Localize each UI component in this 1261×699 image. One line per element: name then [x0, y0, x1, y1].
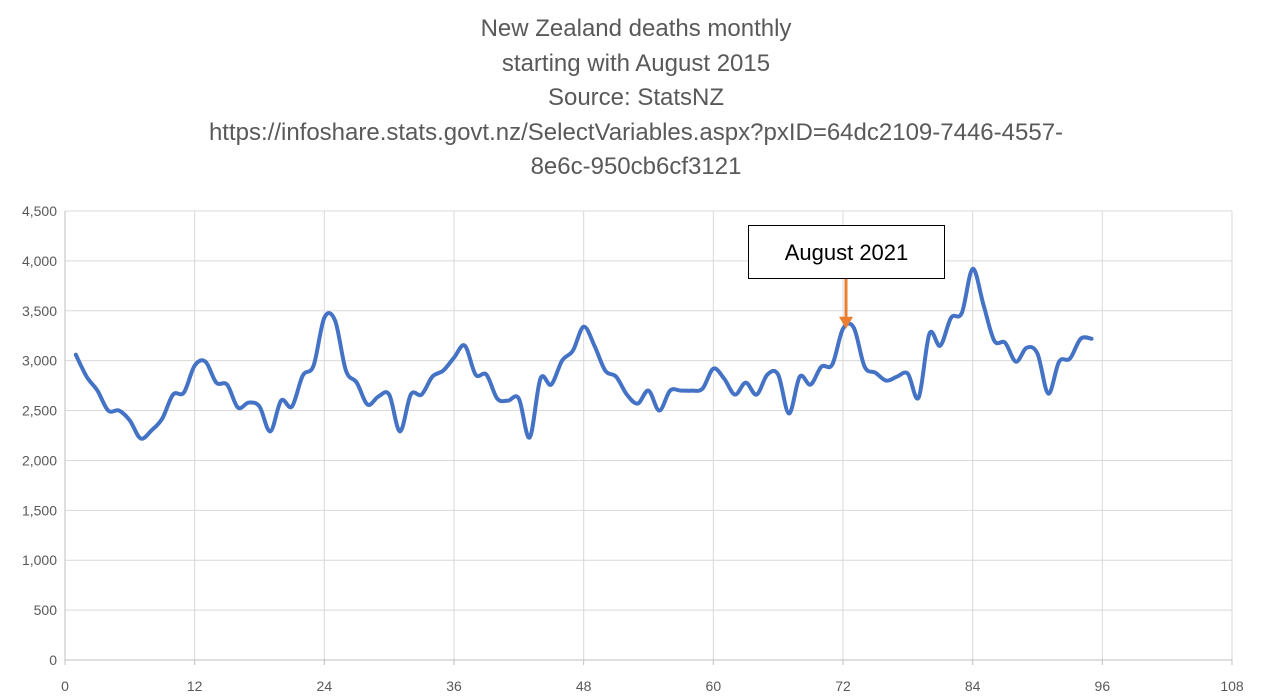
series-line	[73, 266, 1094, 441]
title-line-2: starting with August 2015	[501, 49, 771, 77]
title-line-4: https://infoshare.stats.govt.nz/SelectVa…	[208, 118, 1064, 146]
x-tick-label: 36	[446, 678, 462, 694]
y-tick-label: 1,000	[22, 552, 57, 568]
y-tick-label: 2,500	[22, 403, 57, 419]
annotation-label: August 2021	[784, 240, 909, 265]
x-tick-label: 96	[1095, 678, 1111, 694]
title-line-5: 8e6c-950cb6cf3121	[530, 153, 742, 180]
x-tick-label: 48	[576, 678, 592, 694]
chart-title: New Zealand deaths monthly starting with…	[0, 12, 1261, 185]
x-tick-label: 84	[965, 678, 981, 694]
y-tick-label: 3,000	[22, 353, 57, 369]
annotation-callout: August 2021	[748, 225, 945, 279]
x-tick-label: 0	[61, 678, 69, 694]
y-tick-label: 500	[34, 602, 58, 618]
y-tick-label: 2,000	[22, 452, 57, 468]
x-tick-label: 72	[835, 678, 851, 694]
x-tick-label: 108	[1220, 678, 1244, 694]
annotation-arrow-head	[839, 316, 853, 329]
y-tick-label: 4,500	[22, 203, 57, 219]
x-tick-label: 60	[706, 678, 722, 694]
title-line-3: Source: StatsNZ	[547, 84, 725, 111]
x-tick-label: 24	[317, 678, 333, 694]
y-tick-label: 4,000	[22, 253, 57, 269]
y-tick-label: 3,500	[22, 303, 57, 319]
x-tick-label: 12	[187, 678, 203, 694]
y-tick-label: 0	[49, 652, 57, 668]
y-tick-label: 1,500	[22, 502, 57, 518]
title-line-1: New Zealand deaths monthly	[480, 15, 792, 42]
